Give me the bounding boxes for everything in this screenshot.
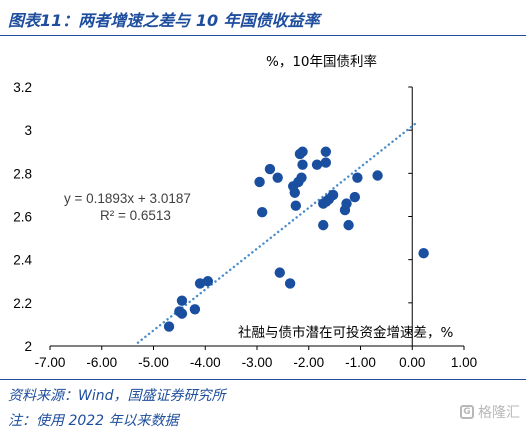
data-point [176, 295, 188, 306]
y-axis-title: %，10年国债利率 [266, 53, 377, 70]
y-tick-label: 2.2 [13, 296, 32, 311]
data-point [343, 219, 354, 231]
data-point [272, 172, 283, 183]
trendline-group [136, 120, 419, 344]
x-tick-label: 0.00 [399, 355, 425, 370]
data-point [352, 172, 363, 183]
y-tick-label: 2 [24, 339, 32, 354]
x-tick-label: 1.00 [451, 355, 477, 370]
trendline [136, 120, 419, 344]
x-tick-label: -3.00 [242, 355, 273, 370]
data-point [320, 146, 332, 157]
scatter-chart: -7.00 -6.00 -5.00 -4.00 -3.00 -2.00 -1.00 0.00 1… [13, 53, 477, 370]
source-divider [0, 379, 526, 380]
data-point [418, 247, 429, 259]
x-tick-label: -6.00 [86, 355, 117, 370]
x-tick-label: -1.00 [345, 355, 376, 370]
figure-title: 图表11：两者增速之差与 10 年国债收益率 [8, 11, 320, 30]
data-point [318, 219, 329, 231]
data-point [176, 308, 188, 319]
x-tick-label: -2.00 [293, 355, 324, 370]
source-note: 资料来源：Wind，国盛证券研究所 [8, 388, 226, 404]
points-group [163, 146, 429, 332]
labels-group: -7.00 -6.00 -5.00 -4.00 -3.00 -2.00 -1.00 0.00 1… [13, 53, 477, 370]
x-axis-title: 社融与债市潜在可投资金增速差，% [238, 324, 453, 341]
data-point [274, 267, 285, 278]
data-point [284, 278, 296, 289]
y-tick-label: 3.2 [13, 80, 32, 95]
data-point [194, 278, 206, 289]
data-point [297, 159, 308, 170]
data-point [290, 200, 302, 211]
data-point [254, 176, 265, 188]
watermark-text: 格隆汇 [478, 405, 520, 421]
axes [49, 86, 465, 350]
y-tick-label: 2.6 [13, 210, 32, 225]
data-point [318, 198, 329, 209]
data-point [256, 206, 268, 218]
data-point [163, 321, 175, 332]
footnote: 注：使用 2022 年以来数据 [8, 413, 179, 429]
title-divider [0, 35, 526, 36]
y-tick-label: 3 [24, 123, 32, 138]
trendline-equation: y = 0.1893x + 3.0187 [64, 191, 191, 206]
y-tick-label: 2.8 [13, 166, 32, 181]
data-point [264, 163, 276, 175]
watermark-logo-icon: G [460, 405, 474, 419]
y-tick-label: 2.4 [13, 253, 32, 268]
trendline-r2: R² = 0.6513 [100, 208, 171, 223]
x-tick-label: -7.00 [35, 355, 66, 370]
data-point [349, 191, 361, 203]
x-tick-label: -4.00 [190, 355, 221, 370]
data-point [311, 159, 323, 170]
data-point [320, 157, 332, 168]
data-point [294, 148, 306, 160]
data-point [189, 304, 201, 315]
data-point [372, 170, 383, 181]
x-tick-label: -5.00 [138, 355, 169, 370]
data-point [289, 187, 300, 198]
watermark: G 格隆汇 [460, 402, 520, 422]
data-point [339, 204, 351, 216]
